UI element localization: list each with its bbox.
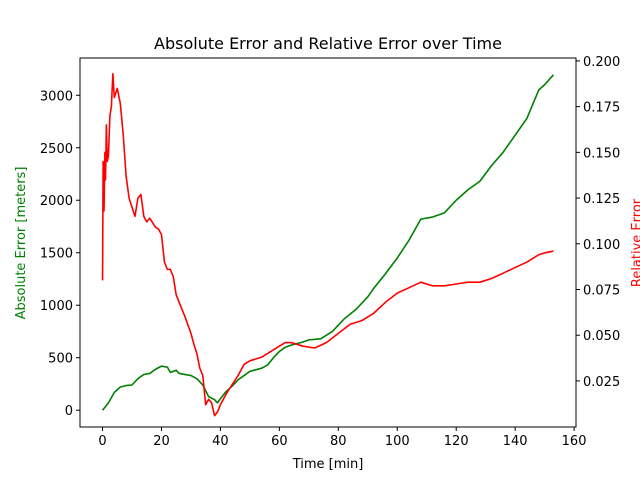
y-axis-label: Absolute Error [meters] xyxy=(14,167,29,320)
y-tick-label: 500 xyxy=(48,352,73,367)
y-tick-label: 3000 xyxy=(40,89,73,104)
y2-tick-label: 0.150 xyxy=(583,146,620,161)
y-tick-label: 1000 xyxy=(40,299,73,314)
y-tick-label: 2500 xyxy=(40,142,73,157)
y2-tick-label: 0.175 xyxy=(583,101,620,116)
x-tick-label: 100 xyxy=(385,434,410,449)
x-tick-label: 80 xyxy=(330,434,347,449)
y2-tick-label: 0.200 xyxy=(583,55,620,70)
x-tick-label: 60 xyxy=(271,434,288,449)
plot-frame xyxy=(79,57,577,428)
x-tick-label: 140 xyxy=(503,434,528,449)
y-tick-label: 1500 xyxy=(40,247,73,262)
x-tick-label: 20 xyxy=(153,434,170,449)
data-line xyxy=(101,74,555,411)
x-axis-label: Time [min] xyxy=(292,457,364,472)
y2-tick-label: 0.100 xyxy=(583,238,620,253)
y2-tick-label: 0.125 xyxy=(583,192,620,207)
data-line xyxy=(101,72,554,417)
y2-axis-label: Relative Error xyxy=(630,198,640,287)
x-tick-label: 120 xyxy=(444,434,469,449)
x-tick-label: 0 xyxy=(98,434,106,449)
x-tick-label: 40 xyxy=(212,434,229,449)
y2-tick-label: 0.075 xyxy=(583,283,620,298)
y-tick-label: 0 xyxy=(65,404,73,419)
x-tick-label: 160 xyxy=(562,434,587,449)
y2-tick-label: 0.050 xyxy=(583,329,620,344)
y-tick-label: 2000 xyxy=(40,194,73,209)
chart-title: Absolute Error and Relative Error over T… xyxy=(154,34,502,53)
y2-tick-label: 0.025 xyxy=(583,375,620,390)
